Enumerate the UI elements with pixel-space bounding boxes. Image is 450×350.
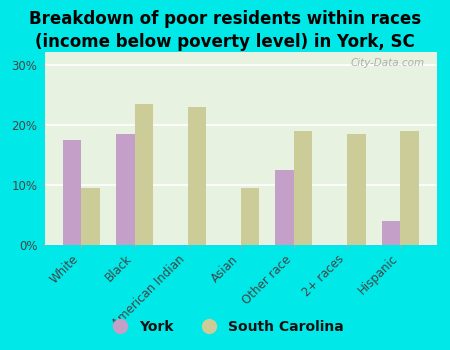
Bar — [135, 104, 153, 245]
Text: City-Data.com: City-Data.com — [351, 58, 425, 68]
Text: Breakdown of poor residents within races
(income below poverty level) in York, S: Breakdown of poor residents within races… — [29, 10, 421, 51]
Bar — [275, 170, 294, 245]
Bar — [294, 131, 312, 245]
Legend: York, South Carolina: York, South Carolina — [100, 314, 350, 340]
Bar — [188, 107, 206, 245]
Bar — [241, 188, 259, 245]
Bar — [382, 221, 400, 245]
Bar — [81, 188, 100, 245]
Bar — [347, 134, 365, 245]
Bar — [400, 131, 418, 245]
Bar — [116, 134, 135, 245]
Bar — [63, 140, 81, 245]
